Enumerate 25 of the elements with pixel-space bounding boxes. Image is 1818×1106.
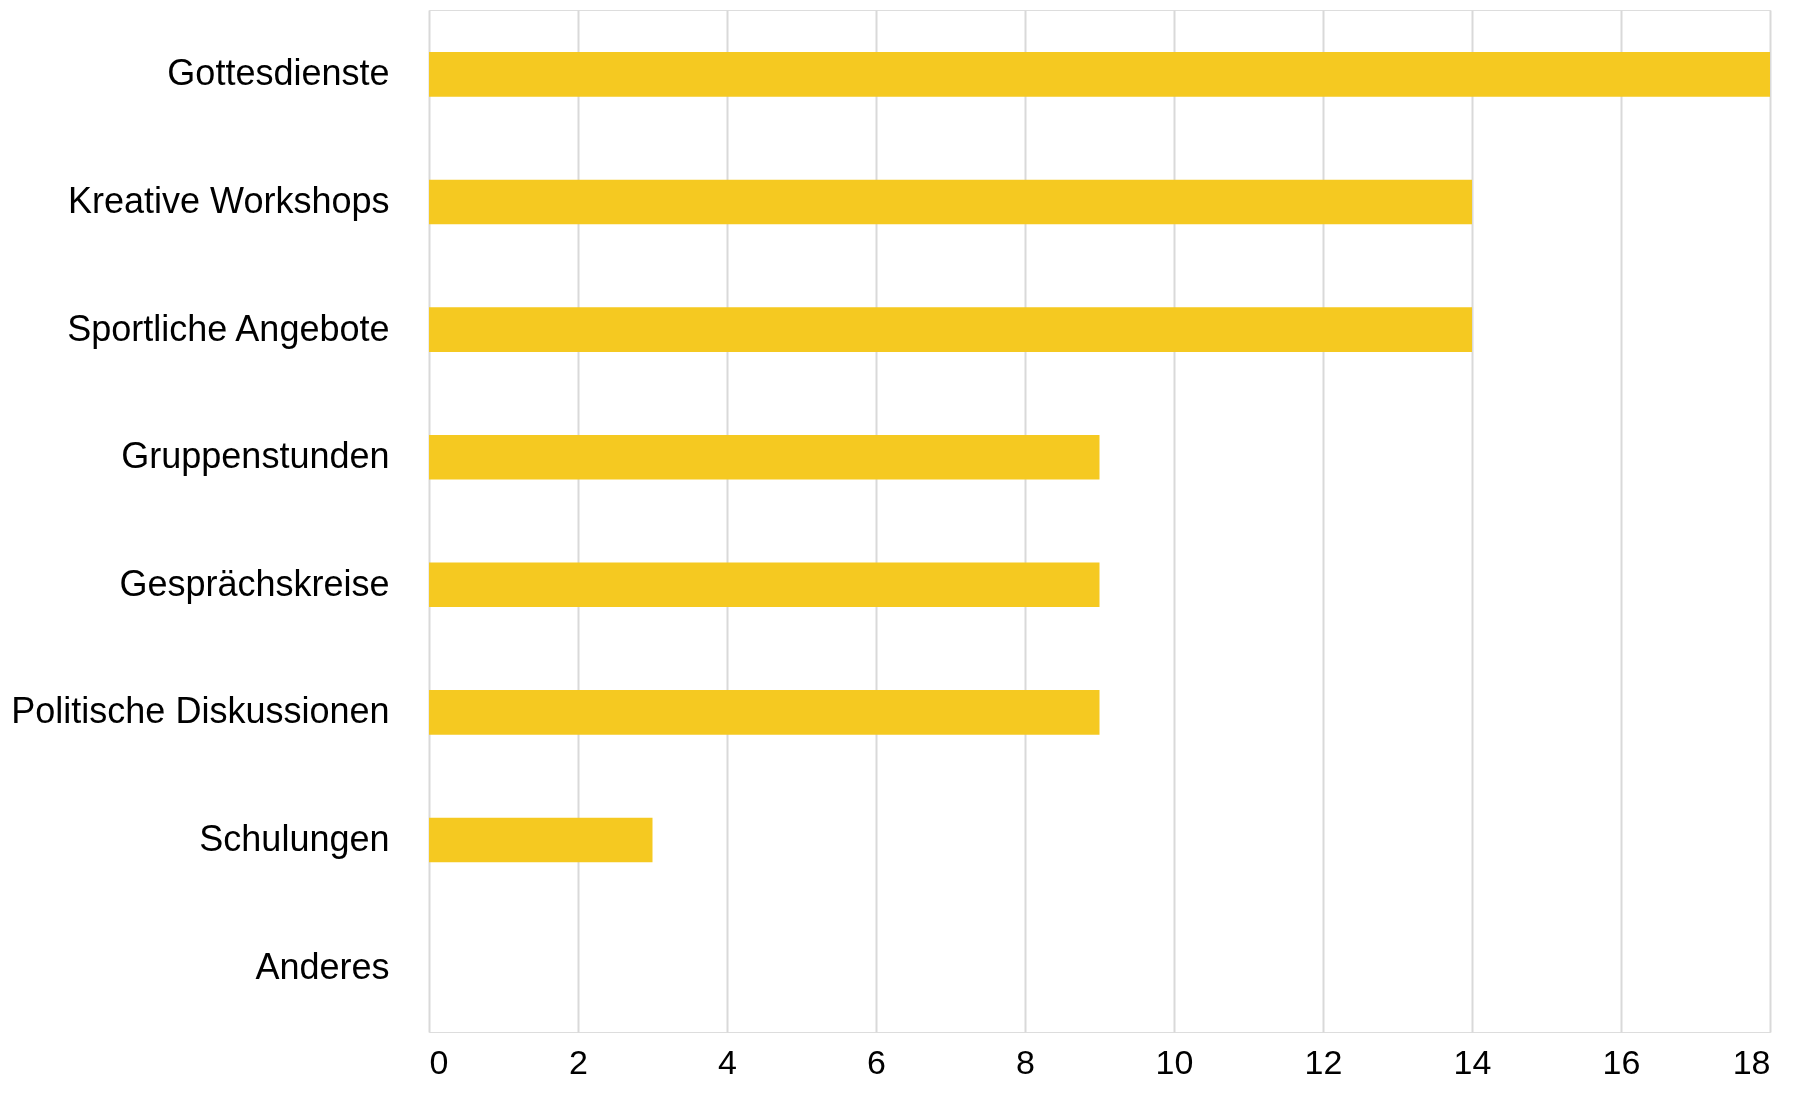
x-tick-label: 4	[718, 1042, 737, 1081]
x-tick-label: 8	[1016, 1042, 1035, 1081]
bar	[429, 434, 1100, 480]
y-tick-label: Gesprächskreise	[119, 562, 390, 604]
bar	[429, 52, 1770, 97]
x-tick-label: 6	[867, 1042, 886, 1081]
x-tick-label: 10	[1155, 1042, 1194, 1081]
x-tick-label: 2	[569, 1042, 588, 1081]
y-tick-label: Kreative Workshops	[68, 180, 390, 222]
y-tick-label: Gottesdienste	[167, 52, 390, 94]
bar	[429, 307, 1472, 352]
x-tick-label: 0	[429, 1042, 449, 1081]
bar	[429, 817, 653, 863]
bar	[429, 179, 1472, 225]
bar	[429, 562, 1100, 608]
y-tick-label: Politische Diskussionen	[11, 690, 390, 732]
y-tick-label: Schulungen	[199, 817, 390, 859]
y-tick-label: Sportliche Angebote	[67, 307, 390, 349]
x-tick-label: 18	[1732, 1042, 1771, 1081]
x-tick-label: 16	[1602, 1042, 1641, 1081]
y-tick-label: Gruppenstunden	[121, 435, 390, 477]
y-tick-label: Anderes	[255, 945, 390, 987]
bar	[429, 690, 1100, 735]
x-tick-label: 12	[1304, 1042, 1343, 1081]
x-tick-label: 14	[1453, 1042, 1492, 1081]
